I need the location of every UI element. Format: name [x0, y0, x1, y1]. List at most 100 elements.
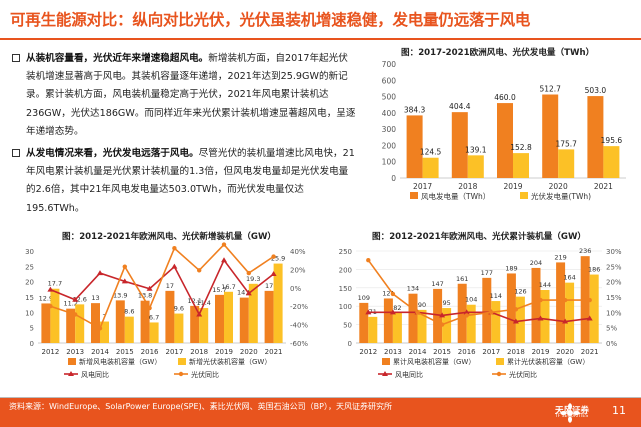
x-tick-label: 2021 — [594, 182, 613, 191]
data-label: 152.8 — [510, 143, 532, 152]
data-label: 189 — [505, 264, 517, 272]
data-label: 12.1 — [187, 297, 201, 305]
marker-wind-yoy — [171, 263, 178, 269]
y-tick-label: 600 — [382, 76, 397, 85]
data-label: 236 — [579, 247, 591, 255]
data-label: 9.6 — [174, 305, 184, 313]
data-label: 139.1 — [465, 145, 487, 154]
legend-label: 累计光伏装机容量（GW） — [507, 357, 589, 366]
data-label: 82 — [393, 304, 401, 312]
data-label: 12.6 — [72, 295, 86, 303]
bar-solar — [224, 291, 233, 343]
line-wind-yoy — [368, 311, 590, 323]
bar-solar — [565, 282, 575, 343]
legend-label: 光伏发电量(TWh) — [531, 191, 591, 201]
data-label: 17.7 — [48, 280, 62, 288]
legend-label: 光伏同比 — [509, 370, 537, 379]
title-divider — [0, 38, 641, 40]
bar-wind — [531, 267, 541, 343]
y-right-tick-label: -40% — [290, 322, 308, 330]
data-label: 19.3 — [246, 275, 260, 283]
marker-solar-yoy — [271, 254, 276, 259]
x-tick-label: 2016 — [141, 348, 159, 356]
cumulative-capacity-chart: 0501001502002500%5%10%15%20%25%30%109712… — [339, 247, 622, 379]
bar-wind — [482, 277, 492, 343]
bar-solar — [273, 263, 283, 343]
bar-solar — [149, 322, 159, 343]
y-tick-label: 0 — [391, 174, 396, 183]
x-tick-label: 2018 — [507, 348, 525, 356]
x-tick-label: 2012 — [41, 348, 59, 356]
y-left-tick-label: 10 — [25, 309, 34, 317]
square-bullet-icon — [12, 149, 20, 158]
marker-wind-yoy — [196, 311, 203, 317]
data-label: 95 — [442, 299, 450, 307]
x-tick-label: 2015 — [433, 348, 451, 356]
x-tick-label: 2013 — [384, 348, 402, 356]
bar-wind — [556, 262, 566, 343]
bar-wind — [408, 293, 418, 343]
x-tick-label: 2020 — [556, 348, 574, 356]
bar-wind — [66, 308, 76, 343]
chart-3-title: 图：2012-2021年欧洲风电、光伏累计装机量（GW） — [372, 232, 587, 242]
paragraph-2-heading: 从发电情况来看，光伏发电远落于风电。 — [26, 148, 199, 160]
data-label: 13.8 — [138, 292, 152, 300]
legend-label: 新增风电装机容量（GW） — [79, 357, 161, 366]
bar-solar — [540, 290, 550, 343]
data-label: 384.3 — [404, 105, 426, 114]
marker-solar-yoy — [246, 270, 251, 276]
y-right-tick-label: 15% — [606, 294, 622, 302]
bar-wind — [542, 94, 559, 178]
paragraph-1-heading: 从装机容量看，光伏近年来增速稳超风电。 — [26, 53, 209, 64]
x-tick-label: 2018 — [458, 182, 477, 191]
legend-label: 风电同比 — [395, 370, 423, 379]
bar-solar — [422, 157, 439, 178]
marker-wind-yoy — [537, 315, 544, 321]
paragraph-installed-capacity: 从装机容量看，光伏近年来增速稳超风电。新增装机方面，自2017年起光伏装机增速显… — [12, 50, 357, 141]
x-tick-label: 2020 — [549, 182, 568, 191]
data-label: 15.7 — [212, 286, 226, 294]
data-label: 144 — [539, 281, 551, 289]
legend-label: 风电同比 — [81, 370, 109, 379]
bar-solar — [466, 304, 476, 343]
y-right-tick-label: 30% — [606, 248, 622, 256]
bar-solar — [515, 296, 525, 343]
y-left-tick-label: 25 — [25, 263, 34, 271]
legend-label: 累计风电装机容量（GW） — [393, 357, 475, 366]
bar-wind — [165, 290, 175, 343]
marker-wind-yoy — [463, 309, 470, 315]
marker-wind-yoy — [47, 286, 54, 292]
marker-wind-yoy — [245, 290, 252, 296]
data-label: 219 — [554, 253, 566, 261]
y-right-tick-label: 25% — [606, 263, 622, 271]
square-bullet-icon — [12, 54, 20, 62]
generation-bar-chart: 0 100 200 300 400 500 600 700 384.3 124.5 2017 404.… — [382, 60, 626, 201]
y-left-tick-label: 30 — [25, 248, 34, 256]
data-label: 134 — [407, 285, 419, 293]
logo-subtitle: TF SECURITIES — [555, 414, 589, 419]
bar-wind — [406, 115, 423, 178]
x-tick-label: 2014 — [409, 348, 427, 356]
data-label: 175.7 — [555, 139, 577, 148]
marker-solar-yoy — [48, 304, 53, 309]
x-tick-label: 2020 — [240, 348, 258, 356]
y-right-tick-label: 20% — [290, 266, 306, 274]
bar-solar — [392, 312, 402, 343]
data-label: 17 — [166, 282, 174, 290]
bar-wind — [115, 300, 125, 343]
x-tick-label: 2017 — [165, 348, 183, 356]
y-tick-label: 100 — [382, 158, 397, 167]
y-tick-label: 300 — [382, 125, 397, 134]
data-label: 404.4 — [449, 102, 471, 111]
marker-solar-yoy — [172, 246, 177, 251]
legend-swatch-solar — [496, 358, 504, 365]
marker-solar-yoy — [197, 268, 202, 273]
data-label: 16.7 — [221, 283, 235, 291]
data-label: 161 — [456, 275, 468, 283]
y-left-tick-label: 200 — [339, 266, 352, 274]
data-label: 6.7 — [149, 313, 159, 321]
bar-wind — [506, 273, 516, 343]
data-label: 126 — [514, 288, 526, 296]
bar-wind — [239, 297, 249, 343]
marker-wind-yoy — [586, 315, 593, 321]
